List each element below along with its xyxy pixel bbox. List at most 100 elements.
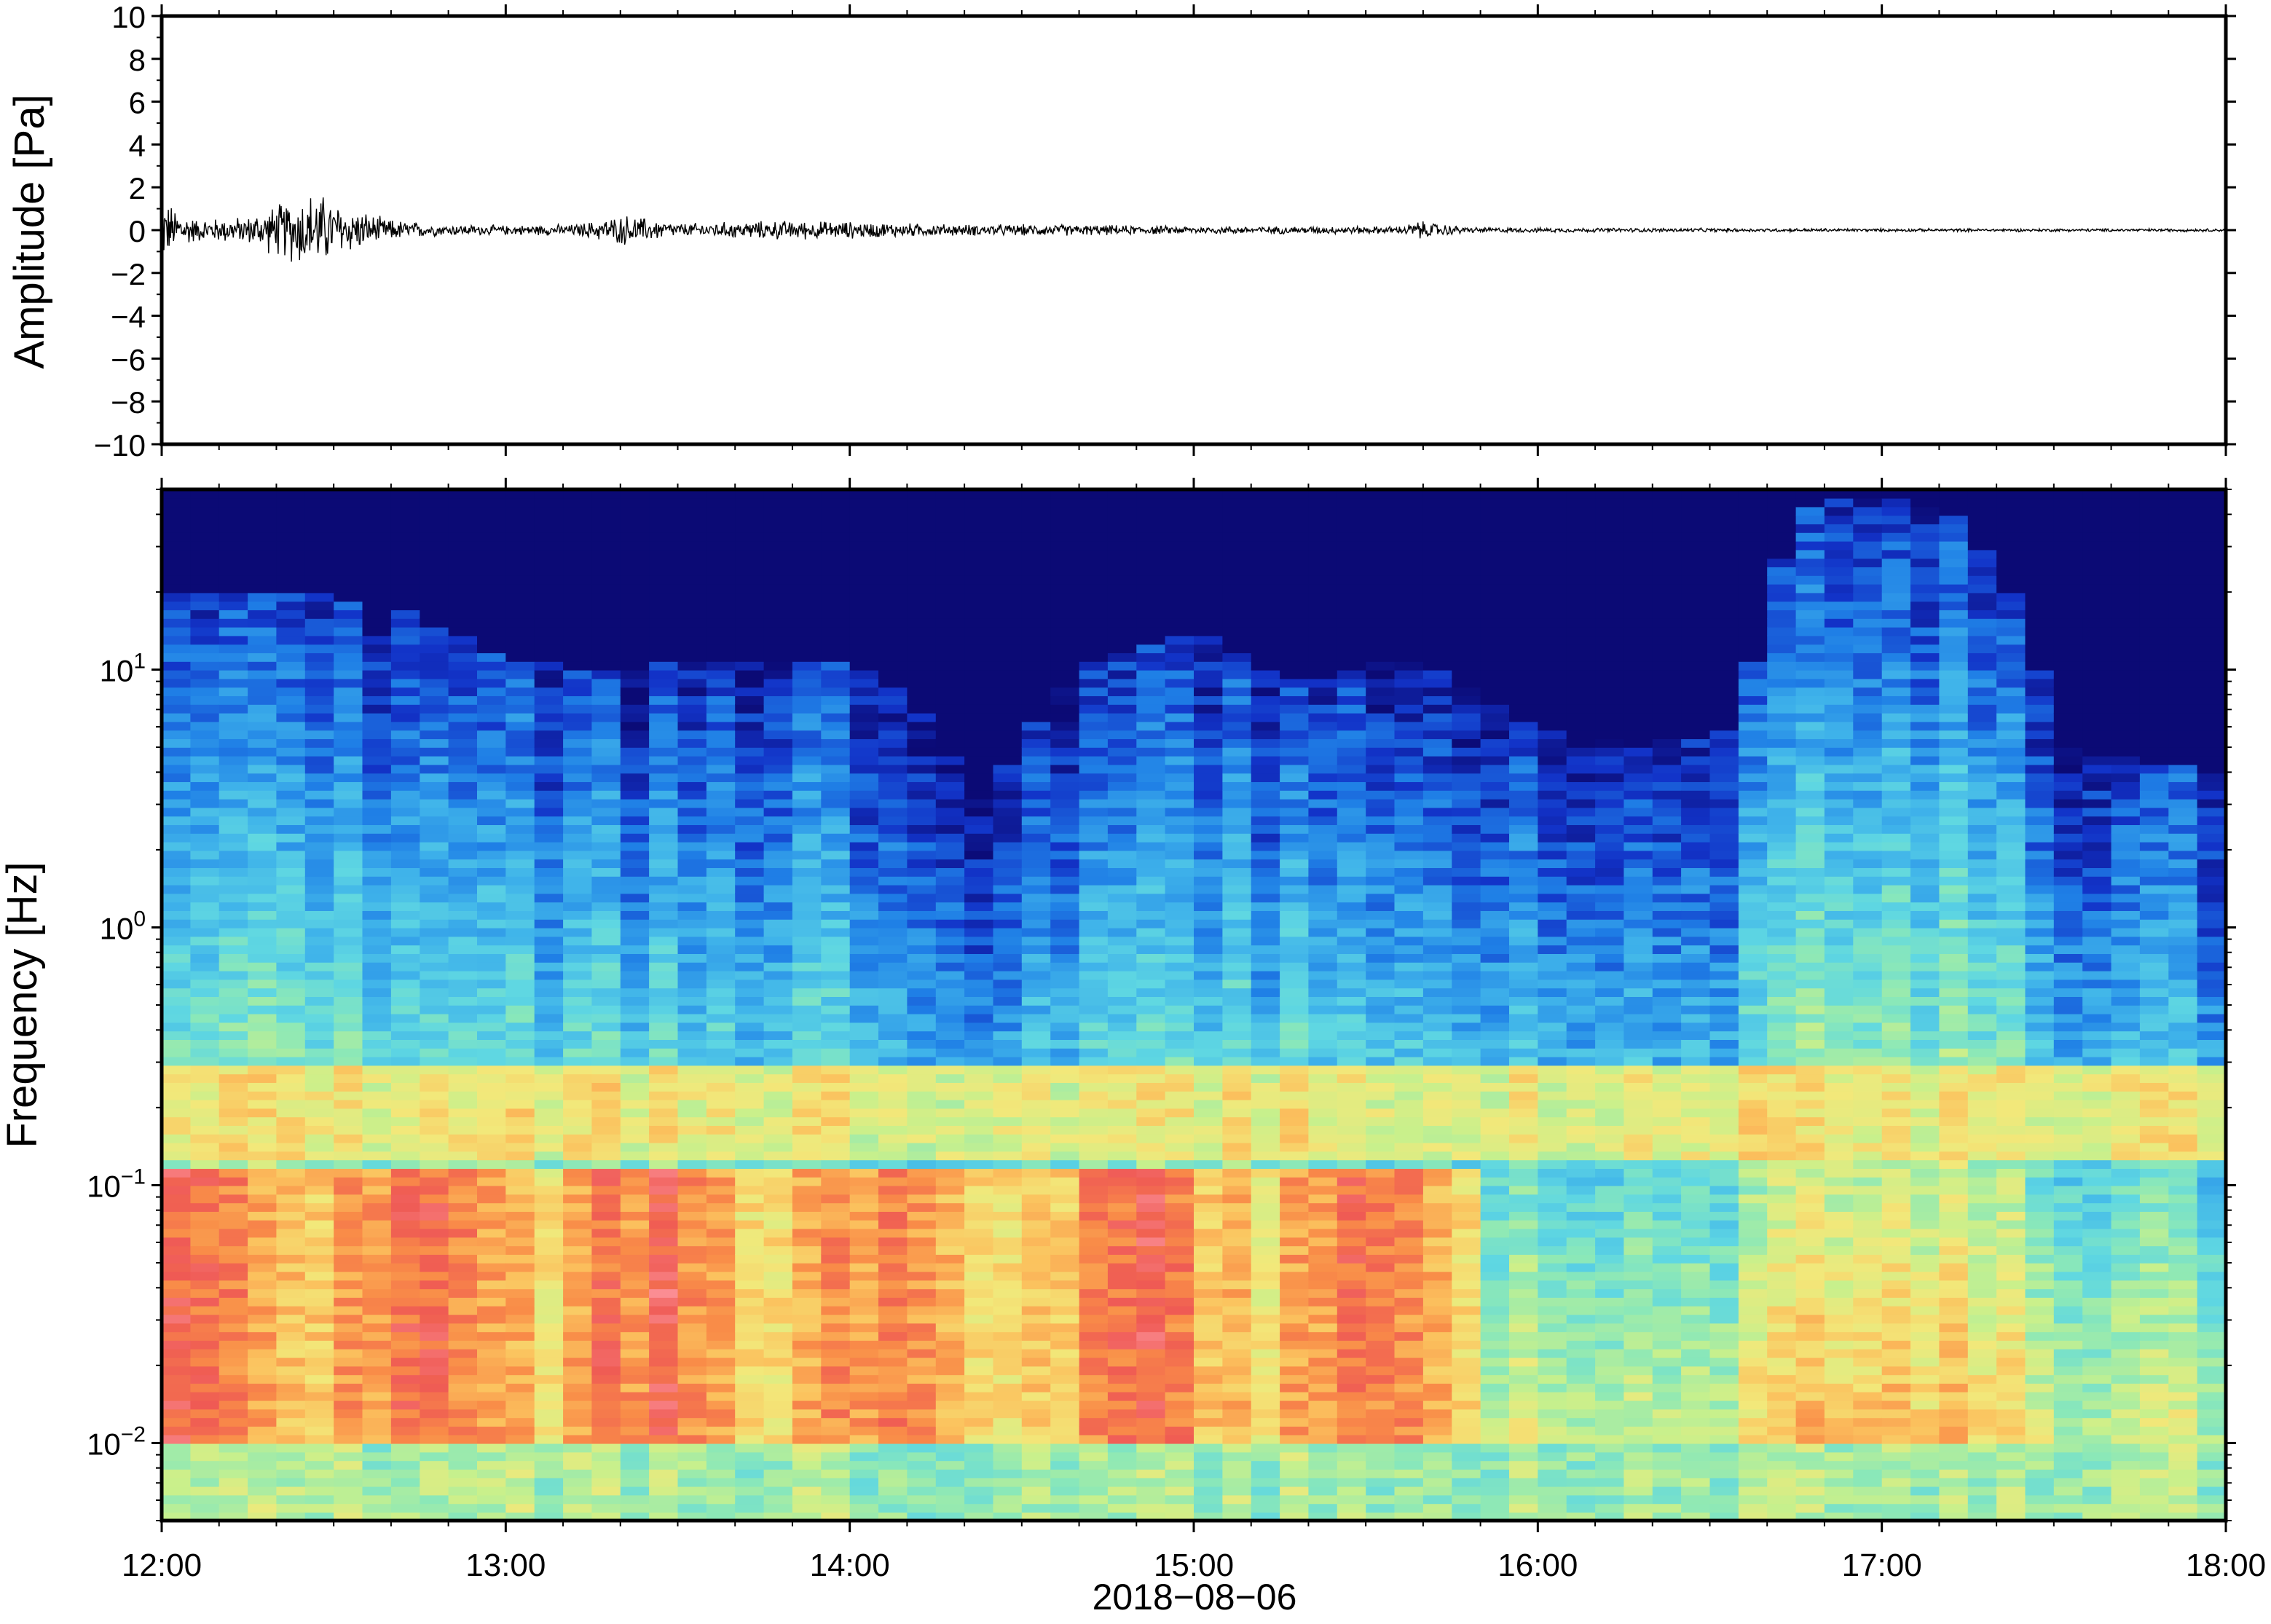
spectrogram-cell	[162, 1478, 192, 1487]
spectrogram-cell	[248, 515, 278, 524]
spectrogram-cell	[1251, 764, 1280, 774]
spectrogram-cell	[677, 1125, 707, 1135]
spectrogram-cell	[1021, 610, 1051, 619]
spectrogram-cell	[1107, 1323, 1138, 1333]
spectrogram-cell	[620, 1383, 650, 1392]
spectrogram-cell	[190, 1125, 220, 1135]
spectrogram-cell	[935, 567, 965, 576]
spectrogram-cell	[649, 1116, 679, 1126]
spectrogram-cell	[534, 515, 564, 524]
spectrogram-cell	[677, 781, 707, 791]
spectrogram-cell	[706, 927, 736, 937]
spectrogram-cell	[677, 1435, 707, 1444]
spectrogram-cell	[1021, 1357, 1051, 1367]
spectrogram-cell	[677, 1374, 707, 1384]
spectrogram-cell	[477, 575, 507, 585]
spectrogram-cell	[935, 1030, 965, 1040]
spectrogram-cell	[821, 644, 851, 653]
spectrogram-cell	[1251, 1048, 1280, 1057]
spectrogram-cell	[677, 867, 707, 877]
spectrogram-cell	[591, 1065, 621, 1075]
spectrogram-cell	[964, 1365, 994, 1376]
spectrogram-cell	[190, 1013, 220, 1023]
spectrogram-cell	[1050, 773, 1080, 782]
spectrogram-cell	[563, 1194, 593, 1204]
spectrogram-cell	[334, 1263, 363, 1272]
spectrogram-cell	[735, 1435, 765, 1444]
spectrogram-cell	[420, 721, 449, 731]
spectrogram-cell	[162, 1323, 192, 1333]
spectrogram-cell	[1222, 1022, 1252, 1032]
spectrogram-cell	[1050, 738, 1080, 748]
spectrogram-cell	[190, 1340, 220, 1349]
spectrogram-cell	[1251, 824, 1280, 834]
spectrogram-cell	[649, 1091, 679, 1100]
spectrogram-cell	[907, 1306, 937, 1315]
spectrogram-cell	[1050, 970, 1080, 980]
spectrogram-cell	[304, 764, 334, 774]
spectrogram-cell	[362, 1211, 392, 1221]
spectrogram-cell	[276, 884, 306, 894]
spectrogram-cell	[792, 1245, 822, 1255]
spectrogram-cell	[1280, 644, 1310, 653]
spectrogram-cell	[1107, 841, 1138, 851]
spectrogram-cell	[821, 824, 851, 834]
spectrogram-cell	[706, 824, 736, 834]
spectrogram-cell	[792, 781, 822, 791]
spectrogram-cell	[1107, 721, 1138, 731]
spectrogram-cell	[964, 1099, 994, 1109]
spectrogram-cell	[1165, 1460, 1194, 1470]
spectrogram-cell	[248, 610, 278, 619]
spectrogram-cell	[448, 1357, 478, 1367]
spectrogram-cell	[1079, 1297, 1109, 1306]
spectrogram-cell	[706, 1392, 736, 1401]
spectrogram-cell	[448, 1271, 478, 1281]
spectrogram-cell	[1280, 1194, 1310, 1204]
spectrogram-cell	[649, 1469, 679, 1478]
spectrogram-cell	[390, 1383, 421, 1392]
spectrogram-cell	[1280, 996, 1310, 1006]
spectrogram-cell	[591, 635, 621, 645]
spectrogram-cell	[591, 1435, 621, 1444]
spectrogram-cell	[190, 497, 220, 508]
spectrogram-cell	[907, 927, 937, 937]
spectrogram-cell	[935, 790, 965, 800]
spectrogram-cell	[677, 730, 707, 739]
spectrogram-cell	[1280, 1340, 1310, 1349]
spectrogram-cell	[534, 687, 564, 696]
spectrogram-cell	[1308, 1211, 1338, 1221]
spectrogram-cell	[1050, 497, 1080, 508]
spectrogram-cell	[706, 1168, 736, 1178]
spectrogram-cell	[649, 1159, 679, 1169]
spectrogram-cell	[935, 1228, 965, 1238]
spectrogram-cell	[304, 730, 334, 739]
spectrogram-cell	[1165, 1383, 1194, 1392]
spectrogram-cell	[563, 515, 593, 524]
spectrogram-cell	[591, 678, 621, 688]
spectrogram-cell	[1107, 583, 1138, 594]
spectrogram-cell	[390, 1116, 421, 1126]
spectrogram-cell	[248, 661, 278, 671]
spectrogram-cell	[735, 1220, 765, 1229]
spectrogram-cell	[1165, 1142, 1194, 1152]
spectrogram-cell	[276, 644, 306, 653]
spectrogram-cell	[649, 781, 679, 791]
spectrogram-cell	[1021, 669, 1051, 679]
spectrogram-cell	[792, 1417, 822, 1427]
spectrogram-cell	[534, 1125, 564, 1135]
spectrogram-cell	[190, 747, 220, 757]
spectrogram-cell	[1280, 927, 1310, 937]
spectrogram-cell	[907, 1297, 937, 1306]
spectrogram-cell	[334, 867, 363, 877]
spectrogram-cell	[620, 712, 650, 722]
spectrogram-cell	[276, 1306, 306, 1315]
spectrogram-cell	[706, 1478, 736, 1487]
spectrogram-cell	[534, 1056, 564, 1066]
spectrogram-cell	[849, 962, 879, 971]
spectrogram-cell	[1280, 653, 1310, 662]
spectrogram-cell	[849, 1065, 879, 1075]
spectrogram-cell	[1021, 1417, 1051, 1427]
spectrogram-cell	[1194, 704, 1224, 714]
spectrogram-cell	[1222, 1056, 1252, 1066]
spectrogram-cell	[620, 902, 650, 911]
